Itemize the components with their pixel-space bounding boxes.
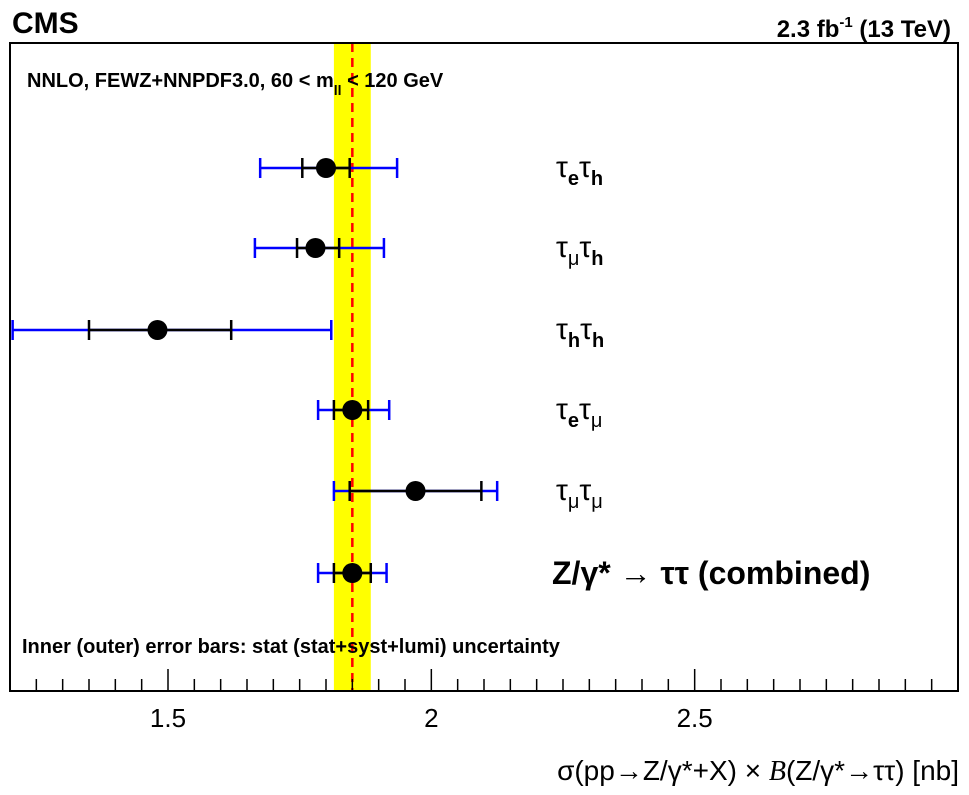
channel-label: τμτμ	[556, 474, 603, 513]
x-tick-label: 1.5	[150, 703, 186, 733]
central-value-marker	[342, 400, 363, 420]
x-axis-label: σ(pp→Z/γ*+X) × B(Z/γ*→ττ) [nb]	[557, 755, 959, 787]
x-axis-ticks	[9, 669, 959, 691]
plot-frame	[9, 42, 959, 692]
energy-label: (13 TeV)	[859, 16, 951, 43]
channel-label: τeτμ	[556, 393, 602, 432]
central-value-marker	[342, 563, 363, 583]
channel-label: τμτh	[556, 231, 603, 270]
x-axis-tick-labels: 1.5 2 2.5	[150, 703, 713, 733]
central-value-marker	[316, 158, 336, 178]
measurement-4	[316, 400, 391, 420]
measurement-5	[332, 481, 499, 501]
experiment-label: CMS	[12, 7, 79, 40]
central-value-marker	[305, 238, 326, 258]
energy-value	[853, 16, 860, 43]
measurement-2	[253, 238, 386, 258]
channel-label: τeτh	[556, 151, 603, 190]
lumi-value: 2.3 fb	[777, 16, 840, 43]
x-tick-label: 2.5	[677, 703, 713, 733]
measurement-6	[316, 563, 388, 583]
lumi-exponent: -1	[839, 14, 852, 31]
error-bar-footnote: Inner (outer) error bars: stat (stat+sys…	[22, 636, 561, 658]
lumi-energy-label: 2.3 fb-1 (13 TeV)	[777, 14, 951, 43]
measurement-1	[258, 158, 399, 178]
x-tick-label: 2	[424, 703, 438, 733]
channel-labels: τeτh τμτh τhτh τeτμ τμτμ Z/γ* → ττ (combined)	[552, 151, 870, 591]
data-points	[11, 158, 499, 583]
theory-label: NNLO, FEWZ+NNPDF3.0, 60 < mll < 120 GeV	[27, 70, 444, 98]
central-value-marker	[405, 481, 426, 501]
channel-label: τhτh	[556, 313, 604, 352]
channel-label-combined: Z/γ* → ττ (combined)	[552, 555, 870, 591]
measurement-3	[11, 320, 333, 340]
central-value-marker	[147, 320, 168, 340]
